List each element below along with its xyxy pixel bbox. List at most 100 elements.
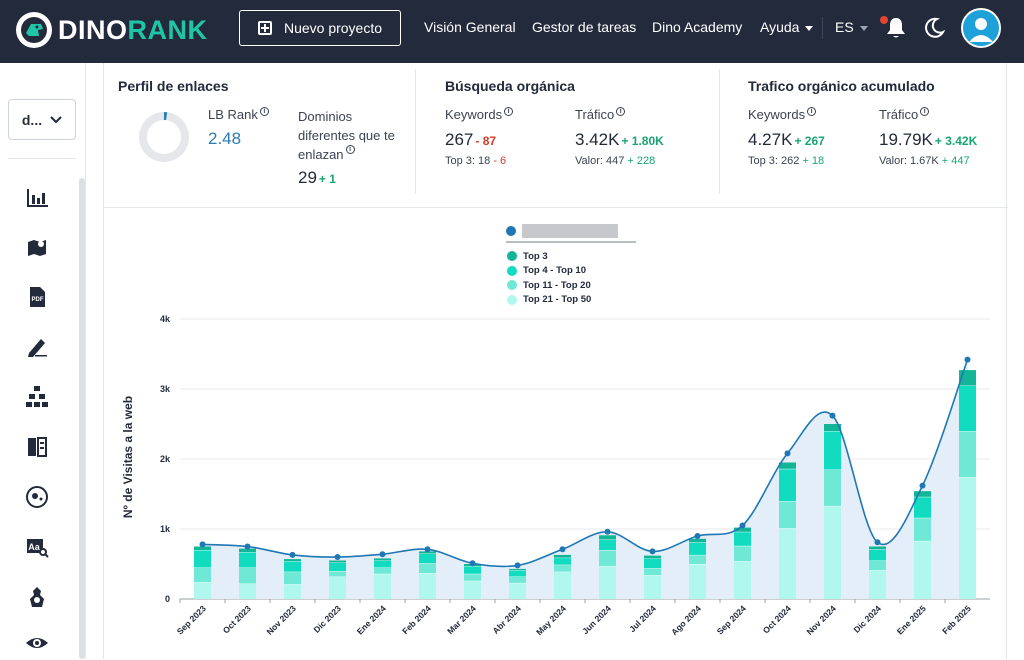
legend-item-top11-20[interactable]: Top 11 - Top 20 xyxy=(506,278,636,293)
bar-segment xyxy=(599,535,616,540)
compare-icon[interactable] xyxy=(25,435,49,459)
x-tick-label: Ene 2024 xyxy=(355,603,388,636)
legend-swatch xyxy=(507,294,517,305)
bar-segment xyxy=(419,573,436,599)
new-project-label: Nuevo proyecto xyxy=(283,20,383,36)
project-selector[interactable]: d... xyxy=(8,99,76,140)
x-tick-label: Oct 2023 xyxy=(221,603,253,635)
bar-segment xyxy=(734,545,751,562)
info-icon[interactable]: i xyxy=(616,107,626,116)
nav-overview[interactable]: Visión General xyxy=(424,19,516,35)
traffic-chart: 0 1k 2k 3k 4k Sep 2023 Oct 2023 Nov 2023 Dic 202… xyxy=(104,209,1008,659)
legend-item-top4-10[interactable]: Top 4 - Top 10 xyxy=(506,264,636,279)
redacted-domain xyxy=(522,224,618,238)
bar-segment xyxy=(644,568,661,576)
bar-segment xyxy=(239,567,256,584)
info-icon[interactable]: i xyxy=(345,145,355,154)
traffic-point xyxy=(244,543,251,550)
bell-icon[interactable] xyxy=(884,16,908,40)
bar-segment xyxy=(509,570,526,577)
bar-segment xyxy=(824,424,841,431)
bar-segment xyxy=(599,539,616,550)
traffic-point xyxy=(964,356,971,363)
sitemap-icon[interactable] xyxy=(25,385,49,409)
bar-segment xyxy=(464,580,481,599)
bar-segment xyxy=(329,562,346,571)
bar-segment xyxy=(959,477,976,599)
chart-legend: Top 3 Top 4 - Top 10 Top 11 - Top 20 Top… xyxy=(506,221,636,307)
bar-segment xyxy=(194,550,211,568)
traffic-point xyxy=(874,539,881,546)
legend-series-header[interactable] xyxy=(506,221,636,243)
info-icon[interactable]: i xyxy=(504,107,514,116)
dino-icon[interactable] xyxy=(25,585,49,609)
bar-segment xyxy=(914,540,931,599)
x-tick-label: Feb 2024 xyxy=(400,603,433,636)
traffic-chart-svg: 0 1k 2k 3k 4k Sep 2023 Oct 2023 Nov 2023 Dic 202… xyxy=(160,314,990,637)
bar-segment xyxy=(914,491,931,497)
links-profile-title: Perfil de enlaces xyxy=(118,78,229,94)
x-tick-label: Mar 2024 xyxy=(445,603,478,636)
traffic-point xyxy=(514,562,521,569)
stats-header: Perfil de enlaces LB Rank i 2.48 Dominios… xyxy=(104,63,1008,208)
referring-domains-label: Dominios diferentes que te enlazan i xyxy=(298,109,395,162)
referring-domains-value: 29 + 1 xyxy=(298,168,336,187)
bar-segment xyxy=(599,566,616,599)
bar-segment xyxy=(284,571,301,585)
info-icon[interactable]: i xyxy=(920,107,930,116)
bar-segment xyxy=(869,570,886,599)
x-tick-label: Dic 2023 xyxy=(311,603,343,635)
seo-search-icon[interactable]: Aa xyxy=(25,535,49,559)
bar-segment xyxy=(824,469,841,506)
sidebar-scrollbar[interactable] xyxy=(79,178,85,659)
bar-segment xyxy=(689,554,706,564)
bar-segment xyxy=(329,571,346,577)
y-tick-label: 4k xyxy=(160,314,171,324)
nav-help-dropdown[interactable]: Ayuda xyxy=(760,19,814,35)
accumulated-traffic-value: 19.79K + 3.42K xyxy=(879,130,978,149)
bar-segment xyxy=(824,505,841,599)
x-tick-label: Ago 2024 xyxy=(669,603,703,637)
eye-icon[interactable] xyxy=(25,631,49,655)
bar-segment xyxy=(869,549,886,561)
bar-segment xyxy=(779,501,796,529)
y-tick-label: 3k xyxy=(160,384,171,394)
info-icon[interactable]: i xyxy=(807,107,817,116)
dinorank-logo[interactable]: DINORANK xyxy=(16,10,208,50)
x-tick-label: Sep 2024 xyxy=(715,603,748,636)
bar-chart-icon[interactable] xyxy=(25,185,49,209)
language-dropdown[interactable]: ES xyxy=(835,19,868,35)
legend-item-top21-50[interactable]: Top 21 - Top 50 xyxy=(506,293,636,308)
bar-segment xyxy=(644,555,661,559)
traffic-point xyxy=(559,546,566,553)
new-project-button[interactable]: Nuevo proyecto xyxy=(239,10,401,46)
target-icon[interactable] xyxy=(25,485,49,509)
legend-swatch xyxy=(507,251,517,262)
chevron-down-icon xyxy=(805,25,814,31)
info-icon[interactable]: i xyxy=(259,107,269,116)
project-selector-label: d... xyxy=(21,111,43,128)
y-tick-label: 2k xyxy=(160,454,171,464)
bar-segment xyxy=(374,573,391,599)
traffic-point xyxy=(919,482,926,489)
bar-segment xyxy=(644,575,661,599)
traffic-point xyxy=(829,412,836,419)
accumulated-keywords-label: Keywords i xyxy=(748,107,817,122)
bar-segment xyxy=(689,542,706,555)
stats-divider xyxy=(719,69,720,194)
accumulated-traffic-title: Trafico orgánico acumulado xyxy=(748,78,935,94)
legend-item-top3[interactable]: Top 3 xyxy=(506,249,636,264)
bar-segment xyxy=(284,584,301,599)
lb-rank-value: 2.48 xyxy=(208,129,242,148)
moon-icon[interactable] xyxy=(922,16,946,40)
traffic-point xyxy=(649,548,656,555)
lb-rank-donut xyxy=(139,112,189,162)
bar-segment xyxy=(914,496,931,518)
x-tick-label: Oct 2024 xyxy=(761,603,793,635)
pdf-icon[interactable]: PDF xyxy=(25,285,49,309)
map-pin-icon[interactable] xyxy=(25,235,49,259)
user-avatar[interactable] xyxy=(961,8,1001,48)
pencil-icon[interactable] xyxy=(25,335,49,359)
nav-dino-academy[interactable]: Dino Academy xyxy=(652,19,743,35)
nav-task-manager[interactable]: Gestor de tareas xyxy=(532,19,637,35)
